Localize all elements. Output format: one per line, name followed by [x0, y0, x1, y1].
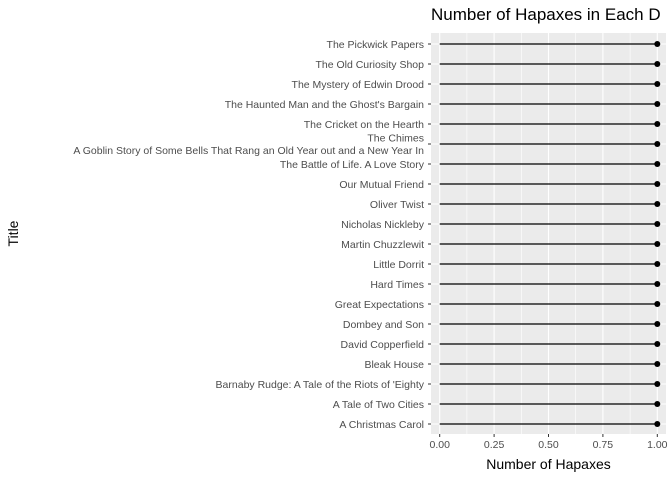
lollipop-point	[654, 121, 661, 127]
y-tick-label: The Mystery of Edwin Drood	[292, 79, 425, 91]
lollipop-point	[654, 301, 661, 307]
lollipop-point	[654, 401, 661, 407]
lollipop-point	[654, 341, 661, 347]
minor-gridlines	[466, 33, 631, 434]
y-tick-label: Little Dorrit	[373, 259, 424, 271]
y-axis-title: Title	[5, 220, 21, 246]
x-tick-label: 1.00	[647, 439, 668, 451]
y-tick-label: The Chimes A Goblin Story of Some Bells T…	[73, 133, 424, 158]
lollipop-point	[654, 321, 661, 327]
y-tick-label: Nicholas Nickleby	[341, 219, 425, 231]
y-tick-label: The Old Curiosity Shop	[315, 59, 424, 71]
lollipop-point	[654, 421, 661, 427]
y-tick-label: Our Mutual Friend	[339, 179, 424, 191]
x-axis-title: Number of Hapaxes	[486, 456, 611, 472]
x-axis: 0.00 0.25 0.50 0.75 1.00	[429, 434, 668, 451]
x-tick-label: 0.50	[538, 439, 559, 451]
x-tick-label: 0.25	[484, 439, 505, 451]
y-tick-label: The Battle of Life. A Love Story	[280, 159, 425, 171]
lollipop-point	[654, 201, 661, 207]
x-tick-label: 0.00	[429, 439, 450, 451]
lollipop-point	[654, 81, 661, 87]
chart-title: Number of Hapaxes in Each D	[431, 5, 661, 24]
lollipop-point	[654, 41, 661, 47]
lollipop-marks	[439, 41, 661, 427]
lollipop-point	[654, 181, 661, 187]
y-axis: The Pickwick Papers The Old Curiosity Sho…	[73, 39, 431, 431]
lollipop-point	[654, 281, 661, 287]
y-tick-label: A Tale of Two Cities	[333, 399, 424, 411]
y-tick-label: Oliver Twist	[370, 199, 424, 211]
y-tick-label: Dombey and Son	[343, 319, 424, 331]
lollipop-point	[654, 141, 661, 147]
y-tick-label: Barnaby Rudge: A Tale of the Riots of 'E…	[216, 379, 425, 391]
y-tick-label: Great Expectations	[335, 299, 424, 311]
lollipop-point	[654, 361, 661, 367]
lollipop-point	[654, 161, 661, 167]
y-tick-label: Hard Times	[370, 279, 424, 291]
y-tick-label: The Cricket on the Hearth	[304, 119, 424, 131]
lollipop-point	[654, 221, 661, 227]
y-tick-label: David Copperfield	[341, 339, 425, 351]
lollipop-point	[654, 61, 661, 67]
lollipop-point	[654, 241, 661, 247]
lollipop-point	[654, 381, 661, 387]
y-tick-label: Martin Chuzzlewit	[341, 239, 424, 251]
y-tick-label: The Pickwick Papers	[327, 39, 424, 51]
lollipop-point	[654, 261, 661, 267]
lollipop-point	[654, 101, 661, 107]
y-tick-label: Bleak House	[364, 359, 424, 371]
y-tick-label: The Haunted Man and the Ghost's Bargain	[225, 99, 424, 111]
x-tick-label: 0.75	[593, 439, 614, 451]
y-tick-label: A Christmas Carol	[339, 419, 424, 431]
